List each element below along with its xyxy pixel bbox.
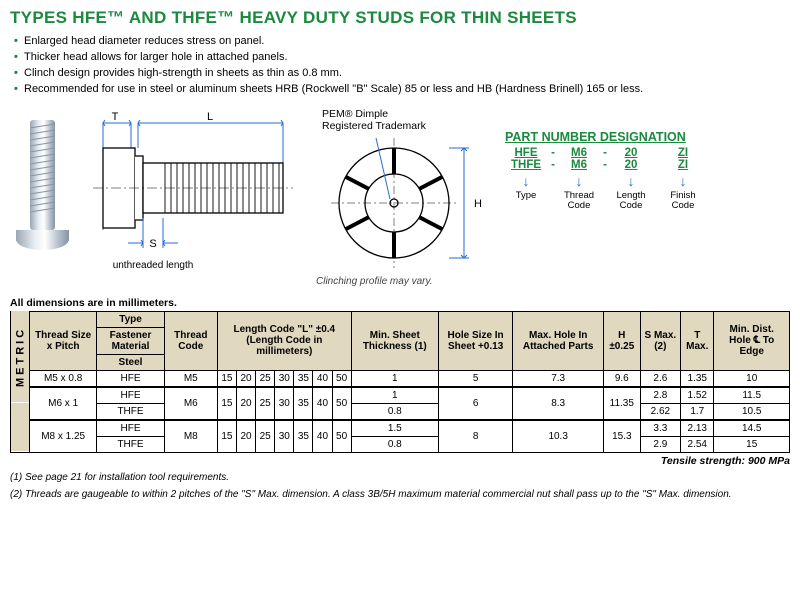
svg-text:L: L [207,111,213,123]
svg-text:H: H [474,198,482,210]
bullet: Recommended for use in steel or aluminum… [14,82,790,98]
bullet: Clinch design provides high-strength in … [14,66,790,82]
pem-note: PEM® DimpleRegistered Trademark [322,108,491,133]
svg-text:unthreaded length: unthreaded length [113,260,194,271]
stud-photo [10,108,75,263]
bullet: Enlarged head diameter reduces stress on… [14,34,790,50]
svg-text:S: S [149,238,156,250]
pn-thread: M6 [559,147,599,159]
footnote-2: (2) Threads are gaugeable to within 2 pi… [10,488,790,501]
front-drawing-block: PEM® DimpleRegistered Trademark H Clinch [316,108,491,287]
part-number-block: PART NUMBER DESIGNATION HFE - M6 - 20 ZI… [505,130,703,212]
pn-labels: Type Thread Code Length Code Finish Code [505,191,703,212]
feature-bullets: Enlarged head diameter reduces stress on… [14,34,790,98]
side-drawing: T L S unthreaded length [83,108,308,283]
metric-label: METRIC [11,311,30,403]
dimensions-note: All dimensions are in millimeters. [10,297,790,309]
pn-type: HFE [505,147,547,159]
pn-finish: ZI [663,147,703,159]
spec-table: METRIC Thread Size x Pitch Type Thread C… [10,311,790,453]
page-title: TYPES HFE™ AND THFE™ HEAVY DUTY STUDS FO… [10,8,790,28]
svg-text:T: T [112,111,119,123]
pn-arrows: ↓ ↓↓↓ [505,173,703,189]
diagram-row: T L S unthreaded length [10,108,790,287]
tensile-note: Tensile strength: 900 MPa [10,455,790,467]
front-drawing: H [316,133,491,273]
clinching-note: Clinching profile may vary. [316,276,491,287]
pn-length: 20 [611,147,651,159]
pn-title: PART NUMBER DESIGNATION [505,130,703,144]
bullet: Thicker head allows for larger hole in a… [14,50,790,66]
footnote-1: (1) See page 21 for installation tool re… [10,471,790,484]
